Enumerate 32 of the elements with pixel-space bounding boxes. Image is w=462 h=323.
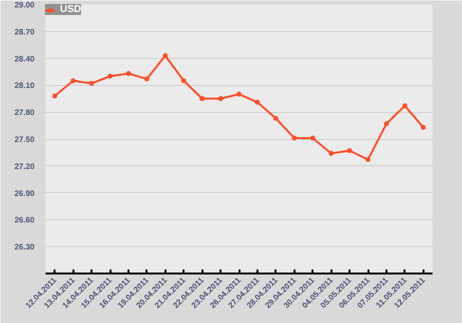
- point: [254, 100, 260, 105]
- y-tick-label: 28.10: [14, 81, 36, 90]
- point: [310, 136, 316, 141]
- y-tick-label: 29.00: [14, 0, 36, 10]
- point: [420, 124, 426, 130]
- point: [328, 150, 334, 156]
- point: [236, 92, 242, 97]
- point: [273, 116, 278, 121]
- point: [144, 76, 150, 82]
- point: [70, 78, 76, 84]
- y-tick-label: 27.20: [14, 162, 36, 171]
- y-tick-label: 28.70: [14, 27, 36, 36]
- point: [126, 71, 131, 76]
- point: [347, 148, 352, 154]
- point: [292, 136, 297, 141]
- point: [200, 96, 205, 102]
- point: [384, 121, 389, 126]
- y-tick-label: 26.90: [14, 188, 36, 198]
- y-tick-label: 26.60: [14, 216, 36, 225]
- y-tick-label: 26.30: [14, 242, 36, 252]
- legend-label: USD: [60, 4, 82, 15]
- point: [52, 93, 58, 98]
- y-tick-label: 27.50: [14, 135, 36, 144]
- point: [402, 103, 408, 108]
- point: [181, 78, 186, 84]
- y-tick-label: 28.40: [14, 54, 36, 64]
- y-tick-label: 27.80: [14, 108, 36, 118]
- point: [366, 157, 370, 162]
- point: [89, 80, 94, 86]
- point: [162, 53, 168, 58]
- point: [218, 96, 224, 102]
- point: [108, 74, 112, 79]
